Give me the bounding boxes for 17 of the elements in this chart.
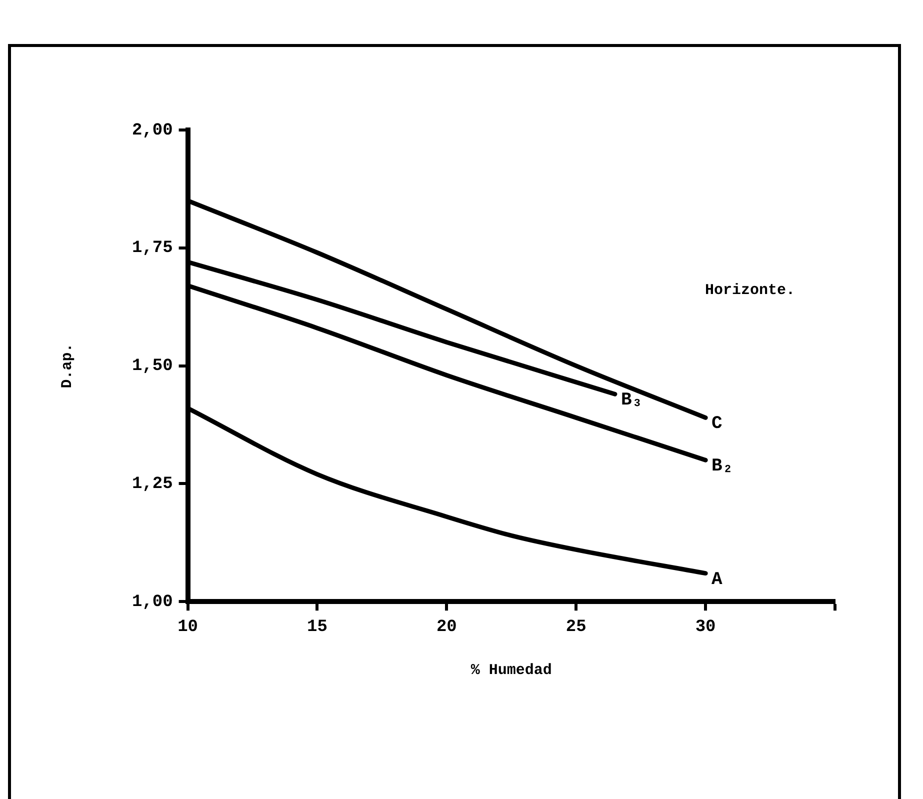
series-label: B₂ — [712, 456, 734, 477]
x-axis-title: % Humedad — [470, 662, 552, 679]
y-tick-label: 1,00 — [132, 592, 173, 612]
annotation: Horizonte. — [705, 282, 796, 299]
series-label: A — [712, 570, 723, 590]
y-tick-label: 1,75 — [132, 239, 173, 258]
x-tick-label: 15 — [307, 618, 328, 638]
series-label: C — [712, 414, 723, 434]
series-label: B₃ — [620, 390, 643, 411]
x-tick-label: 30 — [695, 618, 716, 638]
y-tick-label: 1,50 — [132, 357, 173, 376]
x-tick-label: 25 — [566, 618, 586, 638]
y-tick-label: 1,25 — [132, 474, 173, 494]
x-tick-label: 10 — [178, 618, 198, 638]
x-tick-label: 20 — [436, 618, 457, 638]
y-tick-label: 2,00 — [132, 121, 173, 140]
y-axis-title: D.ap. — [58, 343, 76, 388]
